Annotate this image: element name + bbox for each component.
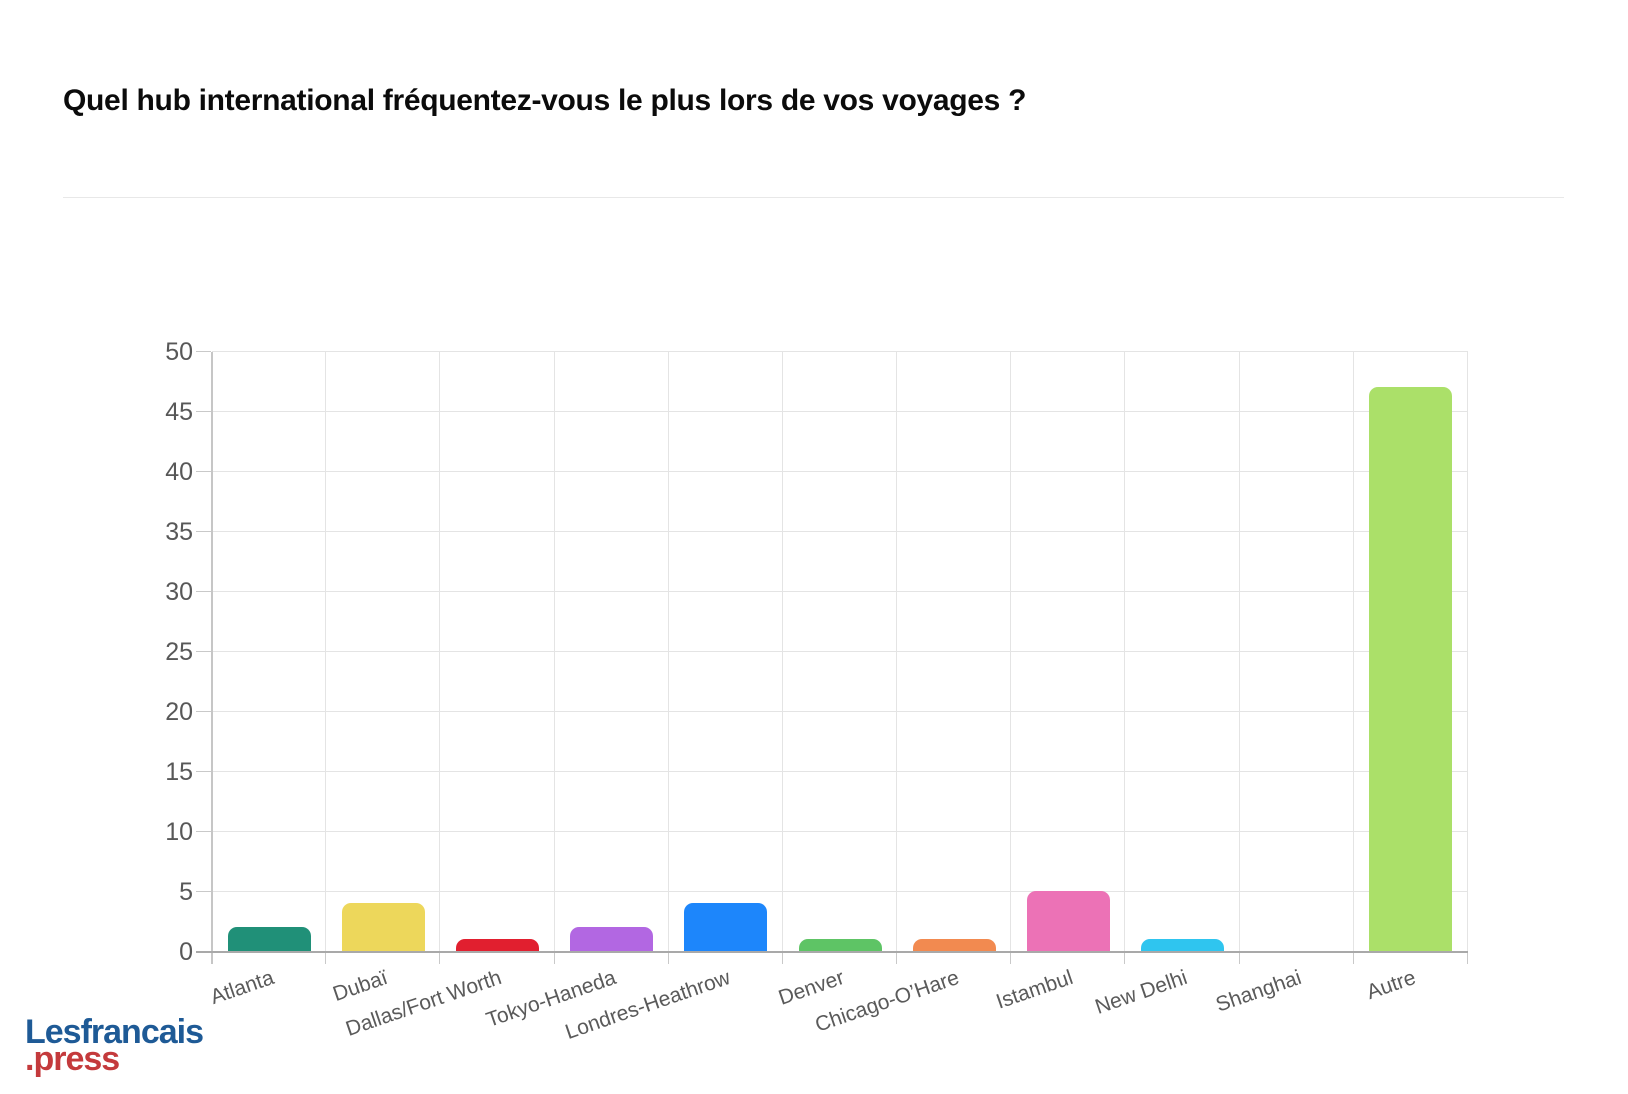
- x-tick: [1467, 952, 1468, 964]
- x-category-label: Denver: [775, 966, 848, 1010]
- y-tick-label: 15: [165, 758, 193, 786]
- y-tick: [196, 711, 211, 712]
- y-gridline: [212, 651, 1468, 652]
- x-gridline: [1010, 352, 1012, 952]
- y-tick-label: 20: [165, 698, 193, 726]
- y-tick-label: 10: [165, 818, 193, 846]
- x-gridline: [439, 352, 441, 952]
- y-gridline: [212, 771, 1468, 772]
- y-tick-label: 30: [165, 578, 193, 606]
- x-tick: [553, 952, 555, 964]
- y-tick: [196, 471, 211, 472]
- x-axis-line: [196, 951, 1468, 953]
- y-gridline: [212, 531, 1468, 532]
- y-gridline: [212, 471, 1468, 472]
- x-gridline: [1124, 352, 1126, 952]
- x-category-label: Autre: [1363, 966, 1419, 1005]
- y-gridline: [212, 351, 1468, 352]
- x-tick: [781, 952, 783, 964]
- y-tick-label: 40: [165, 458, 193, 486]
- y-axis-line: [211, 352, 213, 964]
- bar-atlanta: [227, 927, 311, 951]
- x-tick: [439, 952, 441, 964]
- x-tick: [1238, 952, 1240, 964]
- bar-tokyo-haneda: [570, 927, 654, 951]
- bar-denver: [798, 939, 882, 951]
- y-tick-label: 0: [179, 938, 193, 966]
- y-tick: [196, 411, 211, 412]
- x-category-label: Atlanta: [207, 966, 277, 1010]
- x-tick: [1010, 952, 1012, 964]
- y-tick-label: 50: [165, 338, 193, 366]
- bar-chicago-o-hare: [912, 939, 996, 951]
- bar-autre: [1369, 387, 1453, 951]
- y-gridline: [212, 591, 1468, 592]
- x-category-label: Shanghai: [1212, 966, 1305, 1017]
- x-category-label: Istambul: [993, 966, 1076, 1014]
- y-gridline: [212, 711, 1468, 712]
- bar-duba-: [341, 903, 425, 951]
- bar-new-delhi: [1141, 939, 1225, 951]
- bar-dallas-fort-worth: [455, 939, 539, 951]
- y-tick: [196, 591, 211, 592]
- x-gridline: [1352, 352, 1354, 952]
- x-category-label: Dubaï: [330, 966, 391, 1006]
- y-gridline: [212, 411, 1468, 412]
- x-gridline: [325, 352, 327, 952]
- x-gridline: [667, 352, 669, 952]
- y-tick-label: 25: [165, 638, 193, 666]
- x-gridline: [781, 352, 783, 952]
- y-gridline: [212, 831, 1468, 832]
- y-tick-label: 45: [165, 398, 193, 426]
- y-tick: [196, 891, 211, 892]
- x-tick: [325, 952, 327, 964]
- x-tick: [1124, 952, 1126, 964]
- logo: Lesfrancais .press: [25, 1013, 204, 1078]
- x-category-label: New Delhi: [1092, 966, 1191, 1019]
- y-tick: [196, 831, 211, 832]
- x-gridline: [1238, 352, 1240, 952]
- logo-line-lesfrancais: Lesfrancais: [25, 1013, 204, 1051]
- y-gridline: [212, 891, 1468, 892]
- x-gridline: [553, 352, 555, 952]
- y-tick: [196, 651, 211, 652]
- bar-istambul: [1026, 891, 1110, 951]
- x-tick: [1352, 952, 1354, 964]
- x-gridline: [896, 352, 898, 952]
- bar-londres-heathrow: [684, 903, 768, 951]
- y-tick-label: 5: [179, 878, 193, 906]
- x-tick: [896, 952, 898, 964]
- page-title: Quel hub international fréquentez-vous l…: [63, 84, 1027, 117]
- logo-line-press: .press: [25, 1040, 120, 1078]
- x-tick: [667, 952, 669, 964]
- x-gridline: [1467, 352, 1468, 952]
- y-tick: [196, 531, 211, 532]
- y-tick: [196, 351, 211, 352]
- y-tick: [196, 771, 211, 772]
- y-tick-label: 35: [165, 518, 193, 546]
- title-divider: [63, 197, 1564, 198]
